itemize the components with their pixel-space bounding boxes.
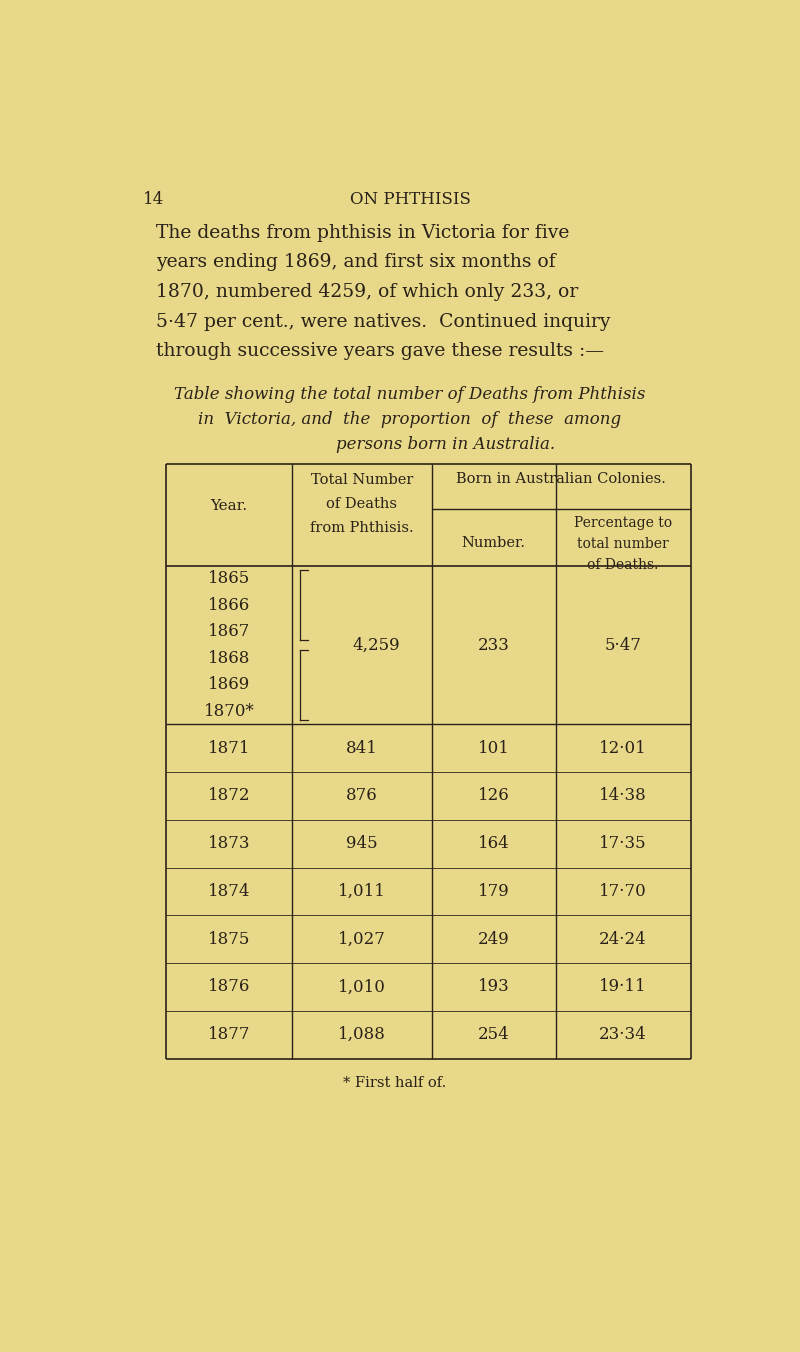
Text: 1868: 1868 (208, 650, 250, 667)
Text: 126: 126 (478, 787, 510, 804)
Text: ON PHTHISIS: ON PHTHISIS (350, 191, 470, 208)
Text: 1869: 1869 (208, 676, 250, 694)
Text: 101: 101 (478, 740, 510, 757)
Text: 1874: 1874 (208, 883, 250, 900)
Text: 945: 945 (346, 836, 378, 852)
Text: persons born in Australia.: persons born in Australia. (336, 437, 555, 453)
Text: 249: 249 (478, 930, 510, 948)
Text: Total Number: Total Number (310, 473, 413, 487)
Text: in  Victoria, and  the  proportion  of  these  among: in Victoria, and the proportion of these… (198, 411, 622, 429)
Text: 1870, numbered 4259, of which only 233, or: 1870, numbered 4259, of which only 233, … (156, 283, 578, 301)
Text: 233: 233 (478, 637, 510, 653)
Text: 17·70: 17·70 (599, 883, 647, 900)
Text: 12·01: 12·01 (599, 740, 647, 757)
Text: 1867: 1867 (208, 623, 250, 641)
Text: Born in Australian Colonies.: Born in Australian Colonies. (456, 472, 666, 485)
Text: 14·38: 14·38 (599, 787, 647, 804)
Text: Table showing the total number of Deaths from Phthisis: Table showing the total number of Deaths… (174, 385, 646, 403)
Text: 4,259: 4,259 (352, 637, 400, 653)
Text: years ending 1869, and first six months of: years ending 1869, and first six months … (156, 253, 555, 272)
Text: 1876: 1876 (208, 979, 250, 995)
Text: Year.: Year. (210, 499, 248, 514)
Text: Number.: Number. (462, 537, 526, 550)
Text: 254: 254 (478, 1026, 510, 1044)
Text: 1875: 1875 (208, 930, 250, 948)
Text: 193: 193 (478, 979, 510, 995)
Text: 1871: 1871 (208, 740, 250, 757)
Text: 5·47 per cent., were natives.  Continued inquiry: 5·47 per cent., were natives. Continued … (156, 312, 610, 331)
Text: through successive years gave these results :—: through successive years gave these resu… (156, 342, 604, 361)
Text: 17·35: 17·35 (599, 836, 647, 852)
Text: 1873: 1873 (208, 836, 250, 852)
Text: total number: total number (578, 537, 669, 552)
Text: 23·34: 23·34 (599, 1026, 647, 1044)
Text: * First half of.: * First half of. (343, 1076, 446, 1090)
Text: 876: 876 (346, 787, 378, 804)
Text: 14: 14 (142, 191, 164, 208)
Text: 24·24: 24·24 (599, 930, 647, 948)
Text: 1872: 1872 (208, 787, 250, 804)
Text: 1870*: 1870* (204, 703, 254, 719)
Text: 19·11: 19·11 (599, 979, 647, 995)
Text: Percentage to: Percentage to (574, 516, 672, 530)
Text: 1,027: 1,027 (338, 930, 386, 948)
Text: 1877: 1877 (208, 1026, 250, 1044)
Text: The deaths from phthisis in Victoria for five: The deaths from phthisis in Victoria for… (156, 224, 569, 242)
Text: 164: 164 (478, 836, 510, 852)
Text: 1866: 1866 (208, 596, 250, 614)
Text: 1,088: 1,088 (338, 1026, 386, 1044)
Text: of Deaths: of Deaths (326, 498, 398, 511)
Text: 1865: 1865 (208, 571, 250, 587)
Text: 1,010: 1,010 (338, 979, 386, 995)
Text: from Phthisis.: from Phthisis. (310, 521, 414, 535)
Text: of Deaths.: of Deaths. (587, 558, 659, 572)
Text: 1,011: 1,011 (338, 883, 386, 900)
Text: 179: 179 (478, 883, 510, 900)
Text: 841: 841 (346, 740, 378, 757)
Text: 5·47: 5·47 (605, 637, 642, 653)
